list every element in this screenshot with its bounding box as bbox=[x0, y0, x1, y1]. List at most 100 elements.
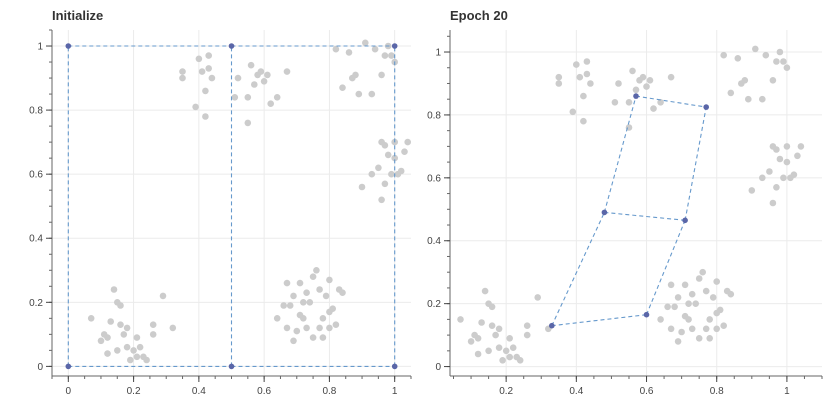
data-point bbox=[580, 117, 587, 125]
data-point bbox=[159, 292, 167, 300]
x-tick-label: 0.2 bbox=[127, 386, 141, 397]
lattice-edge bbox=[551, 314, 647, 327]
data-point bbox=[358, 183, 366, 191]
data-point bbox=[208, 74, 216, 82]
data-point bbox=[283, 324, 291, 332]
data-point bbox=[368, 170, 376, 178]
y-tick-label: 0.6 bbox=[29, 170, 43, 181]
data-point bbox=[720, 322, 727, 330]
lattice-node bbox=[228, 43, 235, 49]
data-point bbox=[580, 92, 587, 100]
data-point bbox=[290, 337, 297, 345]
data-point bbox=[650, 105, 657, 112]
lattice-node bbox=[391, 363, 398, 370]
data-point bbox=[678, 328, 685, 336]
data-point bbox=[306, 299, 314, 306]
lattice-edge bbox=[645, 220, 686, 315]
data-point bbox=[745, 95, 752, 103]
data-point bbox=[247, 61, 255, 69]
data-point bbox=[478, 319, 485, 326]
data-point bbox=[97, 337, 105, 345]
data-point bbox=[713, 309, 720, 317]
data-point bbox=[117, 302, 124, 309]
data-point bbox=[149, 331, 157, 338]
data-point bbox=[706, 316, 713, 323]
x-tick-label: 0.6 bbox=[640, 386, 654, 397]
y-tick-label: 0.6 bbox=[427, 173, 441, 184]
data-point bbox=[355, 90, 363, 98]
lattice-node bbox=[228, 363, 235, 370]
data-point bbox=[234, 74, 242, 82]
data-point bbox=[752, 45, 759, 53]
data-point bbox=[667, 73, 675, 81]
y-tick-label: 1 bbox=[435, 48, 441, 59]
x-tick-label: 0.4 bbox=[569, 386, 583, 397]
data-point bbox=[296, 279, 304, 287]
lattice-node bbox=[643, 311, 650, 318]
data-point bbox=[555, 73, 563, 81]
y-tick-label: 0.4 bbox=[427, 236, 441, 247]
data-point bbox=[127, 356, 134, 364]
data-point bbox=[471, 331, 478, 339]
data-point bbox=[316, 324, 323, 332]
data-point bbox=[371, 45, 379, 53]
data-point bbox=[587, 80, 594, 87]
data-point bbox=[273, 94, 281, 101]
data-point bbox=[523, 322, 531, 330]
data-point bbox=[192, 103, 199, 111]
data-point bbox=[674, 294, 682, 301]
lattice-node bbox=[703, 104, 709, 110]
data-point bbox=[319, 334, 327, 341]
data-point bbox=[107, 318, 114, 325]
data-point bbox=[202, 113, 209, 120]
data-point bbox=[133, 334, 141, 341]
data-point bbox=[169, 324, 177, 332]
data-point bbox=[384, 151, 392, 159]
data-point bbox=[401, 148, 408, 155]
data-point bbox=[783, 143, 791, 150]
data-point bbox=[362, 39, 369, 47]
data-point bbox=[205, 65, 212, 72]
data-point bbox=[303, 324, 310, 332]
lattice-edge bbox=[603, 95, 637, 213]
data-point bbox=[283, 279, 291, 287]
x-tick-label: 1 bbox=[784, 386, 790, 397]
data-point bbox=[727, 290, 735, 298]
data-point bbox=[485, 347, 492, 355]
data-point bbox=[332, 321, 340, 329]
x-tick-label: 0.8 bbox=[322, 386, 336, 397]
data-point bbox=[685, 300, 692, 308]
data-point bbox=[685, 316, 692, 323]
data-point bbox=[769, 199, 777, 207]
chart-title-epoch-20: Epoch 20 bbox=[450, 8, 508, 23]
data-point bbox=[495, 344, 503, 352]
data-point bbox=[783, 64, 791, 71]
data-point bbox=[702, 287, 710, 295]
data-point bbox=[195, 55, 203, 63]
data-point bbox=[100, 331, 108, 338]
data-point bbox=[573, 61, 580, 68]
data-point bbox=[345, 49, 353, 56]
data-point bbox=[695, 335, 703, 342]
y-tick-label: 1 bbox=[37, 42, 43, 53]
lattice-node bbox=[633, 93, 639, 99]
data-point bbox=[727, 89, 735, 97]
x-tick-label: 0.4 bbox=[192, 386, 206, 397]
data-point bbox=[326, 276, 333, 284]
x-tick-label: 0.2 bbox=[499, 386, 513, 397]
data-point bbox=[495, 325, 503, 333]
data-point bbox=[244, 94, 252, 101]
data-point bbox=[202, 87, 209, 95]
data-point bbox=[706, 335, 713, 342]
data-point bbox=[319, 315, 327, 322]
y-tick-label: 0.8 bbox=[427, 110, 441, 121]
lattice-node bbox=[65, 363, 72, 370]
data-point bbox=[488, 303, 496, 311]
data-point bbox=[286, 302, 294, 309]
data-point bbox=[368, 90, 376, 98]
data-point bbox=[671, 303, 678, 311]
data-point bbox=[555, 80, 563, 87]
data-point bbox=[273, 315, 281, 322]
data-point bbox=[615, 80, 622, 87]
data-point bbox=[762, 51, 770, 59]
